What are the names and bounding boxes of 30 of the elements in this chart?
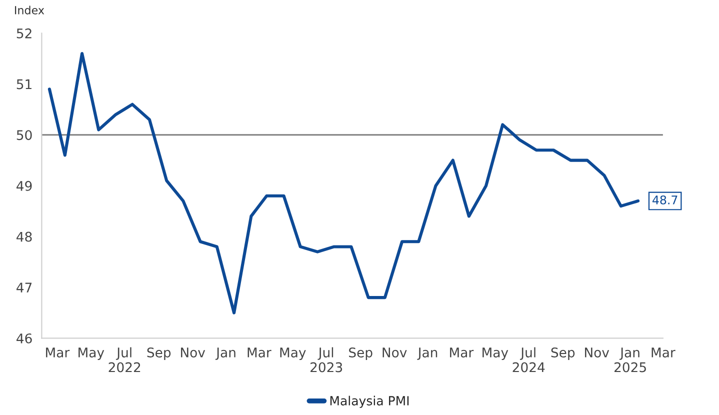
- x-tick-label: Jul 2022: [108, 347, 140, 372]
- y-tick-label: 51: [16, 79, 32, 90]
- y-tick-label: 49: [16, 180, 32, 191]
- data-label: 48.7: [652, 195, 678, 204]
- x-tick-label: Mar: [652, 348, 676, 358]
- y-tick-label: 47: [16, 282, 32, 292]
- x-tick-label: Jan: [417, 348, 438, 360]
- y-tick-label: 48: [16, 232, 32, 242]
- x-tick-label: Jan: [215, 348, 236, 360]
- legend-label: Malaysia PMI: [330, 396, 409, 408]
- x-tick-label: Mar: [450, 348, 474, 358]
- x-tick-label: Mar: [46, 348, 70, 358]
- y-axis-title: Index: [15, 6, 44, 14]
- x-tick-label: May: [280, 348, 306, 360]
- x-tick-label: Nov: [585, 348, 610, 358]
- x-tick-label: Nov: [181, 348, 206, 358]
- y-tick-label: 46: [16, 333, 32, 344]
- x-tick-label: Mar: [248, 348, 272, 358]
- y-tick-label: 52: [16, 28, 32, 38]
- x-tick-label: Nov: [382, 348, 407, 358]
- y-tick-label: 50: [16, 130, 32, 140]
- x-tick-label: Sep: [349, 347, 372, 360]
- x-tick-label: Jan 2025: [614, 348, 646, 372]
- x-tick-label: May: [78, 348, 104, 360]
- x-tick-label: Sep: [147, 347, 171, 360]
- line-series: [48, 52, 640, 314]
- x-tick-label: Jul 2024: [512, 347, 545, 372]
- x-tick-label: May: [482, 348, 508, 360]
- x-tick-label: Sep: [551, 347, 575, 360]
- x-tick-label: Jul 2023: [310, 347, 342, 372]
